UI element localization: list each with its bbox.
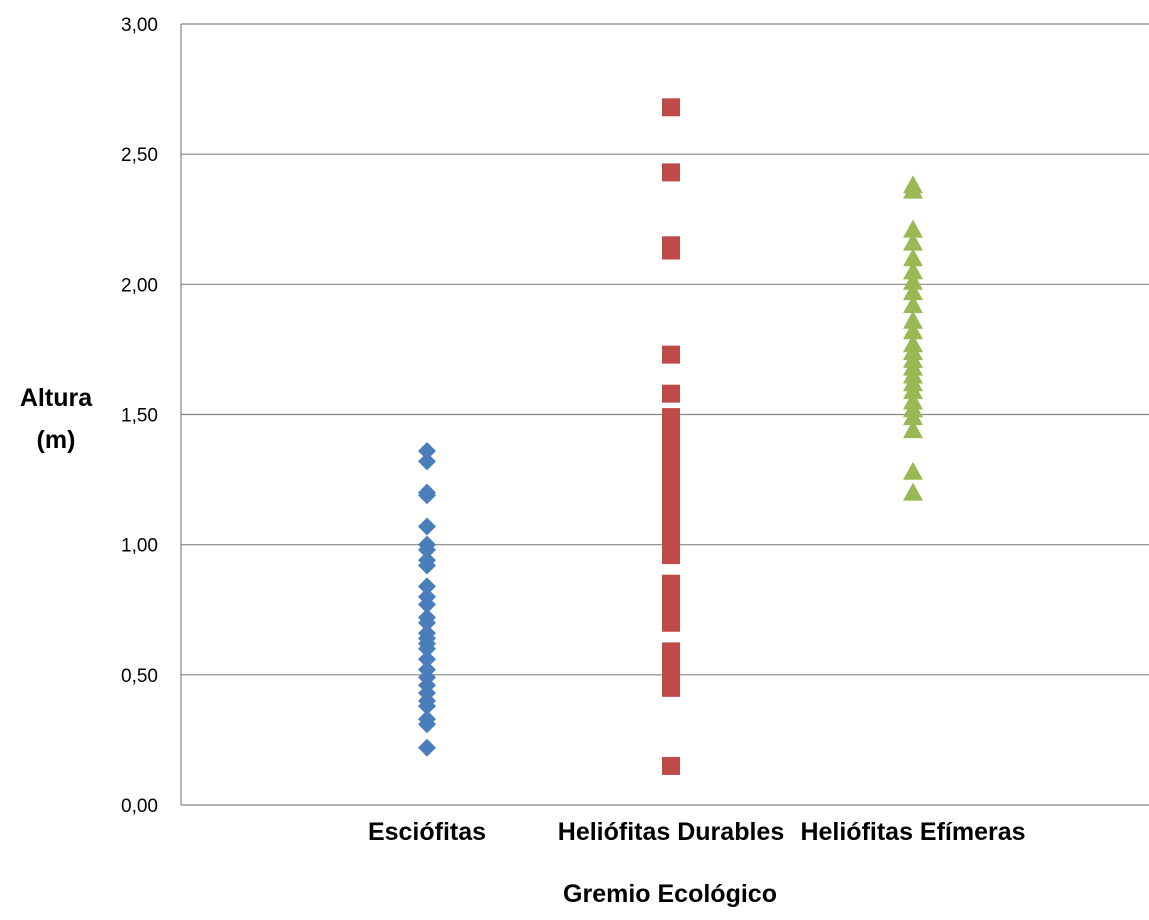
triangle-marker xyxy=(903,232,923,251)
y-tick-label: 0,00 xyxy=(121,796,158,817)
diamond-marker xyxy=(418,540,436,559)
diamond-marker xyxy=(418,486,436,505)
diamond-marker xyxy=(418,517,436,536)
triangle-marker xyxy=(903,282,923,301)
square-marker xyxy=(662,384,680,403)
square-marker xyxy=(662,756,680,775)
square-marker xyxy=(662,98,680,117)
diamond-marker xyxy=(418,715,436,734)
y-tick-labels: 0,00 0,50 1,00 1,50 2,00 2,50 3,00 xyxy=(121,15,158,817)
category-label: Esciófitas xyxy=(368,818,486,846)
category-label: Heliófitas Efímeras xyxy=(800,818,1025,846)
y-tick-label: 2,50 xyxy=(121,145,158,166)
diamond-marker xyxy=(418,452,436,471)
square-marker xyxy=(662,546,680,565)
triangle-marker xyxy=(903,321,923,340)
x-axis-title: Gremio Ecológico xyxy=(563,880,777,908)
y-tick-label: 2,00 xyxy=(121,275,158,296)
triangle-marker xyxy=(903,180,923,199)
y-axis-title-line1: Altura xyxy=(20,384,93,412)
triangle-marker xyxy=(903,482,923,501)
data-markers xyxy=(418,98,923,775)
diamond-marker xyxy=(418,650,436,669)
y-tick-label: 1,50 xyxy=(121,406,158,427)
y-tick-label: 3,00 xyxy=(121,15,158,36)
diamond-marker xyxy=(418,613,436,632)
square-marker xyxy=(662,163,680,182)
triangle-marker xyxy=(903,310,923,329)
triangle-marker xyxy=(903,407,923,426)
square-marker xyxy=(662,613,680,632)
square-marker xyxy=(662,678,680,697)
y-tick-label: 1,00 xyxy=(121,536,158,557)
triangle-marker xyxy=(903,271,923,290)
triangle-marker xyxy=(903,219,923,238)
triangle-marker xyxy=(903,420,923,439)
category-label: Heliófitas Durables xyxy=(558,818,784,846)
y-axis-title-line2: (m) xyxy=(37,426,76,454)
triangle-marker xyxy=(903,261,923,280)
diamond-marker xyxy=(418,577,436,596)
triangle-marker xyxy=(903,461,923,480)
diamond-marker xyxy=(418,595,436,614)
square-marker xyxy=(662,345,680,364)
diamond-marker xyxy=(418,441,436,460)
square-marker xyxy=(662,241,680,260)
category-labels: Esciófitas Heliófitas Durables Heliófitas … xyxy=(368,818,1026,846)
diamond-marker xyxy=(418,738,436,757)
triangle-marker xyxy=(903,381,923,400)
diamond-marker xyxy=(418,697,436,716)
diamond-marker xyxy=(418,556,436,575)
diamond-marker xyxy=(418,639,436,658)
y-tick-label: 0,50 xyxy=(121,666,158,687)
triangle-marker xyxy=(903,248,923,267)
triangle-marker xyxy=(903,295,923,314)
